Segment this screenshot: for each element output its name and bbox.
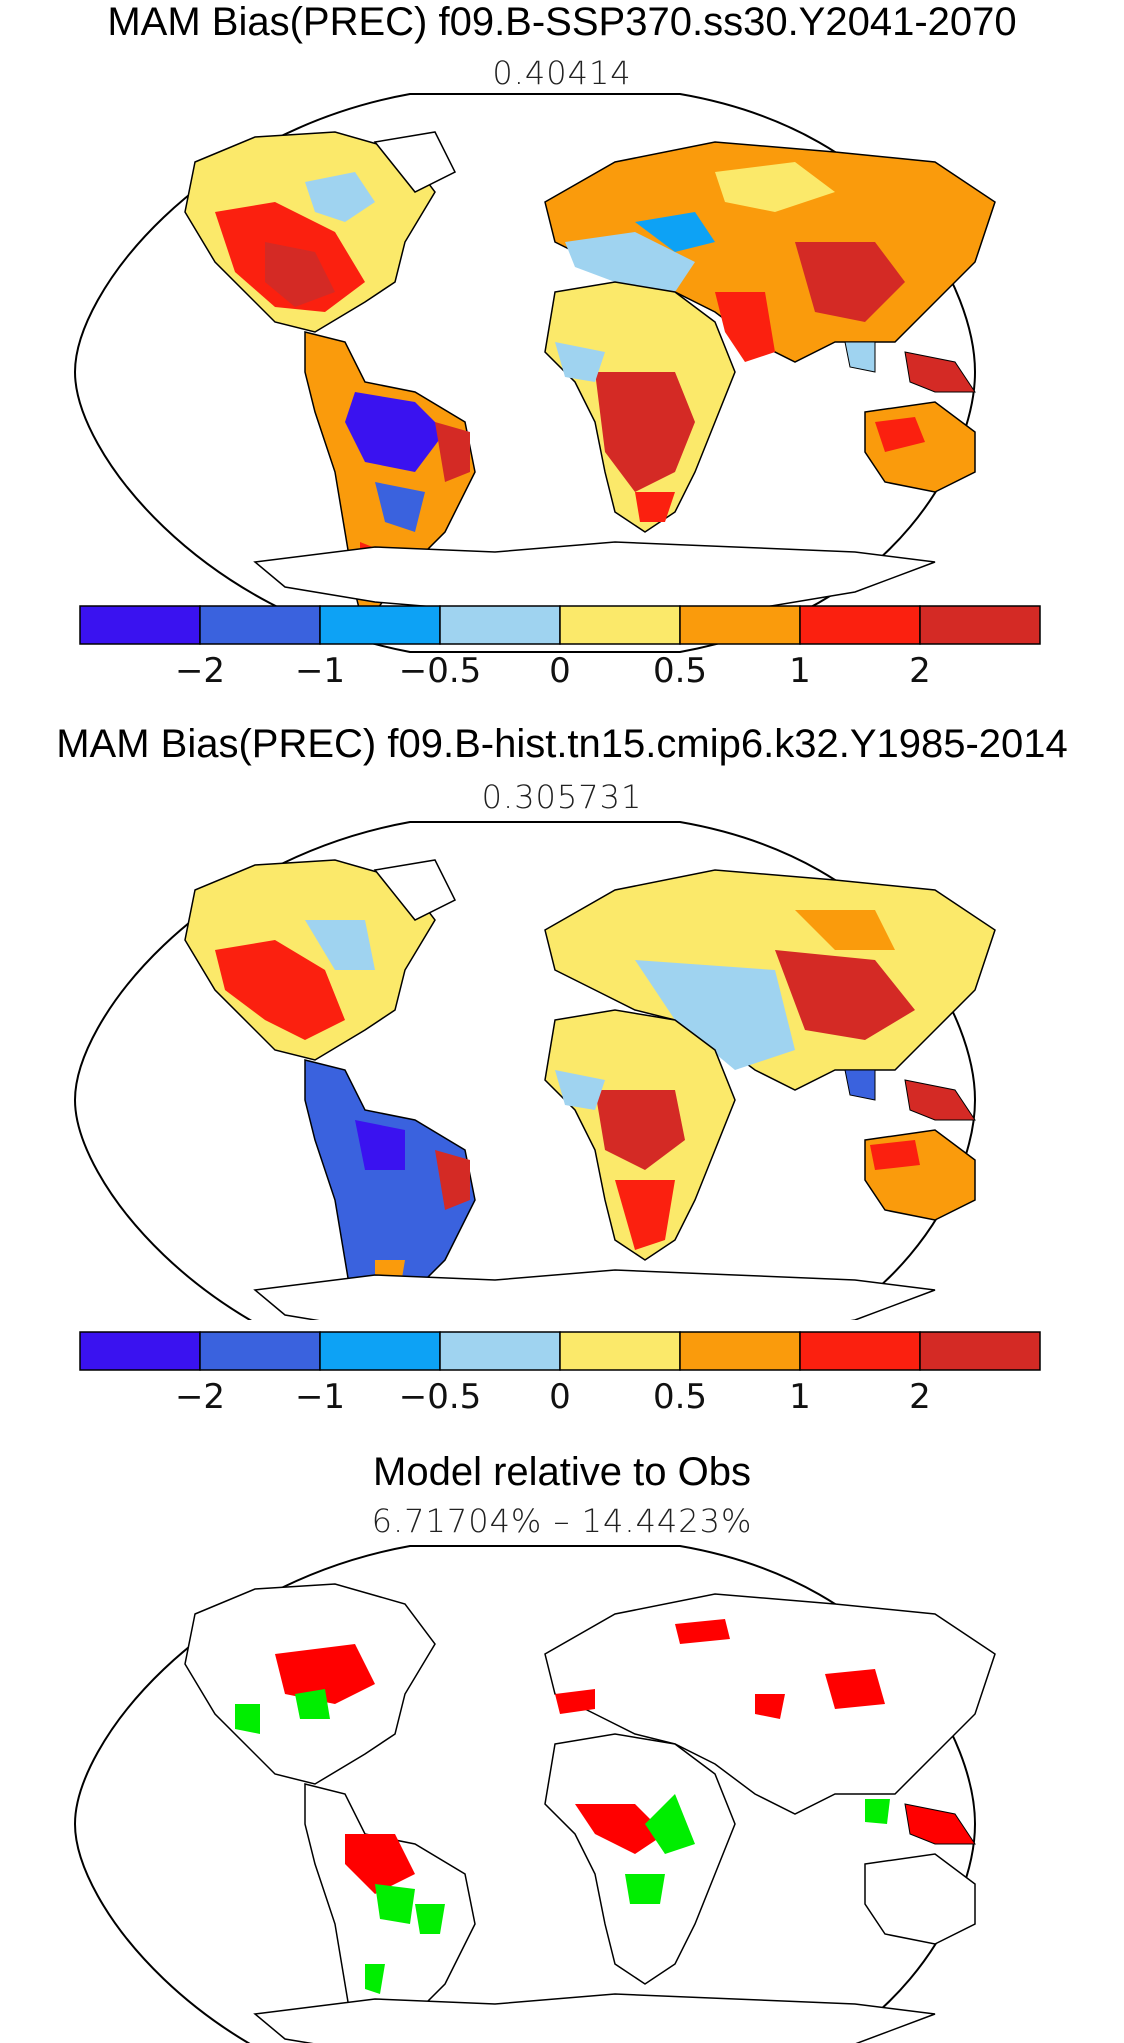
greenland (373, 131, 457, 193)
colorbar-tick-label: 2 (909, 651, 931, 691)
panel3-title: Model relative to Obs (373, 1450, 751, 1494)
colorbar-tick-label: 0.5 (653, 651, 707, 691)
sa-blue-south (375, 482, 425, 532)
colorbar-swatch (439, 605, 561, 645)
panel1-globe (73, 93, 996, 653)
greenland (373, 859, 457, 921)
panel2-globe (73, 821, 996, 1320)
eurasia-lightblue (565, 232, 695, 292)
china-darkred (775, 950, 915, 1040)
na-red (215, 940, 345, 1040)
colorbar-swatch (559, 605, 681, 645)
panel2-title: MAM Bias(PREC) f09.B-hist.tn15.cmip6.k32… (56, 722, 1068, 766)
colorbar-tick-label: −2 (175, 651, 225, 691)
sa-worse (345, 1834, 415, 1894)
colorbar-swatch (199, 1331, 321, 1371)
na-better (295, 1689, 330, 1719)
colorbar-swatch (439, 1331, 561, 1371)
south-america (304, 1059, 476, 1320)
colorbar-swatch (559, 1331, 681, 1371)
colorbar-swatch (319, 605, 441, 645)
colorbar-swatch (799, 605, 921, 645)
colorbar-tick-label: 1 (789, 651, 811, 691)
colorbar-tick-label: 0 (549, 1377, 571, 1417)
sa-better-east (415, 1904, 445, 1934)
africa-lightblue (555, 1070, 605, 1110)
colorbar-tick-label: −1 (295, 1377, 345, 1417)
panel2-subtitle: 0.305731 (481, 778, 643, 816)
asia-worse (755, 1694, 785, 1719)
panel3-subtitle: 6.71704% – 14.4423% (371, 1502, 753, 1540)
colorbar-swatch (679, 1331, 801, 1371)
sa-better-south (365, 1964, 385, 1994)
china-darkred (795, 242, 905, 322)
panel1-map (73, 93, 996, 653)
med-worse (555, 1689, 595, 1714)
colorbar-swatch (919, 605, 1041, 645)
sa-blue (345, 392, 445, 472)
panel1-colorbar: −2 −1 −0.5 0 0.5 1 2 (79, 605, 1041, 691)
eurasia-worse-1 (675, 1619, 730, 1644)
siberia-orange (795, 910, 895, 950)
africa-worse (575, 1804, 665, 1854)
panel2-colorbar: −2 −1 −0.5 0 0.5 1 2 (79, 1331, 1041, 1417)
africa-darkred (595, 1090, 685, 1170)
colorbar-tick-label: 0.5 (653, 1377, 707, 1417)
china-worse (825, 1669, 885, 1709)
india-red (715, 292, 775, 362)
sa-red-east (435, 1150, 470, 1210)
australia-red (875, 417, 925, 452)
colorbar-swatch (919, 1331, 1041, 1371)
antarctica (253, 541, 936, 618)
colorbar-tick-label: −0.5 (399, 1377, 482, 1417)
panel2-map (73, 821, 996, 1320)
na-better-west (235, 1704, 260, 1734)
panel3-map (73, 1545, 996, 2043)
panel1-subtitle: 0.40414 (492, 54, 632, 92)
siberia-yellow (715, 162, 835, 212)
australia (864, 1853, 976, 1945)
australia-red (870, 1140, 920, 1170)
sa-better (375, 1884, 415, 1924)
africa-lightblue (555, 342, 605, 382)
colorbar-tick-label: −1 (295, 651, 345, 691)
antarctica (253, 1269, 936, 1320)
colorbar-tick-label: 1 (789, 1377, 811, 1417)
central-asia-lightblue (635, 960, 795, 1070)
colorbar-tick-label: 2 (909, 1377, 931, 1417)
se-asia (844, 341, 876, 373)
colorbar-swatch (199, 605, 321, 645)
colorbar-swatch (319, 1331, 441, 1371)
na-lightblue (305, 172, 375, 222)
colorbar-tick-label: −0.5 (399, 651, 482, 691)
africa-darkred (595, 372, 695, 492)
africa-better-south (625, 1874, 665, 1904)
colorbar-swatch (799, 1331, 921, 1371)
africa (544, 1733, 736, 1985)
indonesia-worse (904, 1803, 976, 1845)
colorbar-tick-label: 0 (549, 651, 571, 691)
se-asia (844, 1069, 876, 1101)
na-worse (275, 1644, 375, 1704)
colorbar-swatch (79, 1331, 201, 1371)
indonesia (904, 1079, 976, 1121)
panel1-title: MAM Bias(PREC) f09.B-SSP370.ss30.Y2041-2… (107, 0, 1017, 44)
na-darkred (265, 242, 335, 307)
panel3-globe (73, 1545, 996, 2043)
se-asia-better (865, 1799, 890, 1824)
colorbar-swatch (679, 605, 801, 645)
indonesia (904, 351, 976, 393)
eurasia-blue (635, 212, 715, 252)
africa-south-red (635, 492, 675, 522)
colorbar-tick-label: −2 (175, 1377, 225, 1417)
colorbar-swatch (79, 605, 201, 645)
north-america (184, 859, 436, 1061)
antarctica (253, 1993, 936, 2043)
na-lightblue (305, 920, 375, 970)
sa-blue (355, 1120, 405, 1170)
africa-south-red (615, 1180, 675, 1250)
sa-red-east (435, 422, 470, 482)
africa-better-east (645, 1794, 695, 1854)
